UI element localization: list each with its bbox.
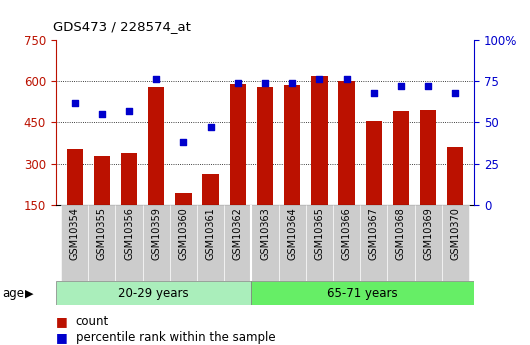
Bar [393,111,409,205]
Text: GSM10354: GSM10354 [69,207,80,260]
Bar [56,281,251,305]
Point [342,77,351,82]
Point [424,83,432,89]
Text: GSM10360: GSM10360 [179,207,189,259]
Bar [441,205,469,281]
Bar [202,174,219,205]
Point [125,108,134,114]
Bar [197,205,224,281]
Bar [224,205,251,281]
Text: GSM10364: GSM10364 [287,207,297,259]
Text: GSM10359: GSM10359 [151,207,161,260]
Text: percentile rank within the sample: percentile rank within the sample [76,331,276,344]
Bar [279,205,306,281]
Text: GSM10356: GSM10356 [124,207,134,260]
Bar [94,156,110,205]
Bar [175,193,191,205]
Point [288,80,296,86]
Bar [89,205,116,281]
Point [315,77,324,82]
Text: GSM10366: GSM10366 [341,207,351,259]
Bar [414,205,441,281]
Bar [143,205,170,281]
Point [179,140,188,145]
Point [369,90,378,96]
Bar [67,149,83,205]
Text: GSM10361: GSM10361 [206,207,216,259]
Bar [311,76,328,205]
Text: count: count [76,315,109,328]
Bar [420,110,436,205]
Text: GSM10369: GSM10369 [423,207,433,259]
Point [98,111,106,117]
Point [152,77,161,82]
Bar [121,153,137,205]
Point [451,90,460,96]
Text: GSM10365: GSM10365 [314,207,324,260]
Bar [339,81,355,205]
Bar [148,87,164,205]
Text: GSM10367: GSM10367 [369,207,379,260]
Bar [229,84,246,205]
Point [261,80,269,86]
Text: ■: ■ [56,331,67,344]
Text: GDS473 / 228574_at: GDS473 / 228574_at [53,20,191,33]
Bar [333,205,360,281]
Point [396,83,405,89]
Bar [257,87,273,205]
Bar [306,205,333,281]
Text: GSM10368: GSM10368 [396,207,406,259]
Text: GSM10363: GSM10363 [260,207,270,259]
Bar [251,281,474,305]
Point [234,80,242,86]
Text: GSM10355: GSM10355 [97,207,107,260]
Text: 65-71 years: 65-71 years [328,287,398,300]
Bar [116,205,143,281]
Bar [387,205,414,281]
Text: 20-29 years: 20-29 years [118,287,189,300]
Point [206,125,215,130]
Text: ■: ■ [56,315,67,328]
Bar [251,205,279,281]
Text: GSM10370: GSM10370 [450,207,461,260]
Bar [61,205,89,281]
Bar [284,85,301,205]
Bar [360,205,387,281]
Point [70,100,79,105]
Text: GSM10362: GSM10362 [233,207,243,260]
Bar [366,121,382,205]
Bar [170,205,197,281]
Text: ▶: ▶ [25,288,34,298]
Text: age: age [3,287,25,300]
Bar [447,147,463,205]
